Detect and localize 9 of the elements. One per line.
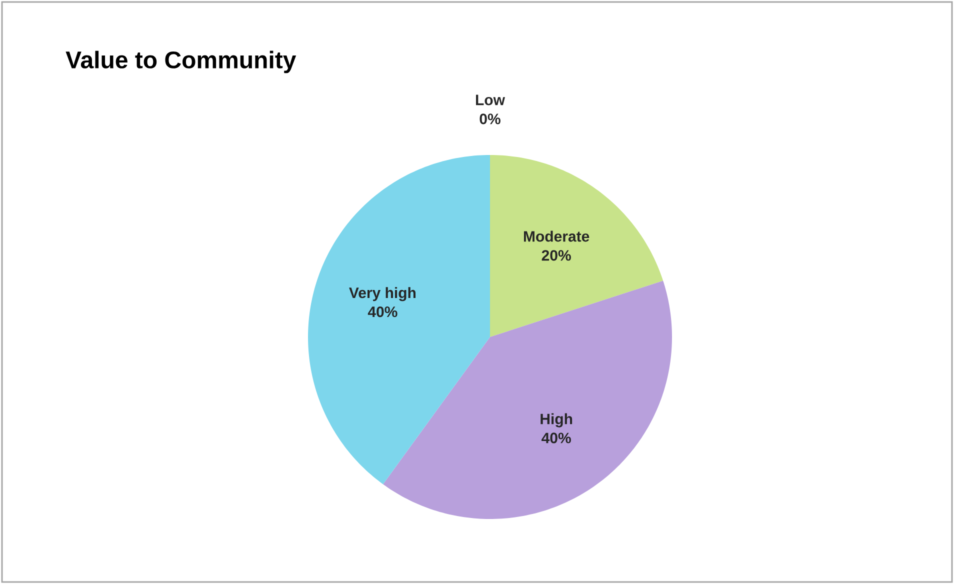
data-label: 20%: [542, 250, 571, 261]
slice-label: Moderate: [524, 230, 590, 242]
slice-label: Very high: [349, 287, 416, 302]
text: 0%: [480, 114, 500, 124]
category-label: Low: [476, 94, 506, 106]
data-label: 40%: [368, 306, 398, 318]
slice-label: High: [540, 413, 572, 428]
data-label: 40%: [542, 432, 571, 444]
chart-title: Value to Community: [66, 50, 296, 74]
